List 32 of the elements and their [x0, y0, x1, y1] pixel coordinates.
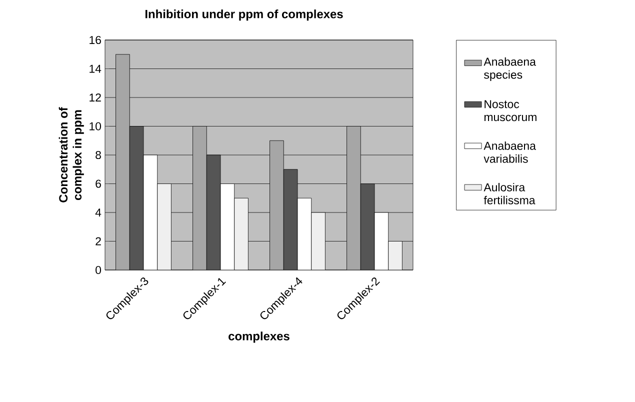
bar: [270, 140, 284, 270]
bar: [311, 212, 326, 270]
y-tick-label: 14: [90, 64, 102, 73]
bar: [116, 54, 130, 270]
bar: [192, 126, 207, 270]
legend-label: Nostoc muscorum: [484, 100, 536, 122]
bar: [220, 184, 235, 270]
bar: [297, 198, 312, 270]
legend-label: Anabaena species: [484, 57, 536, 82]
bar: [374, 212, 389, 270]
legend-label: Anabaena variabilis: [484, 141, 536, 163]
y-tick-label: 6: [96, 180, 101, 188]
y-tick-label: 2: [96, 237, 101, 246]
bar: [157, 184, 172, 270]
bar: [360, 184, 375, 270]
bar: [283, 169, 298, 270]
x-axis-title: complexes: [228, 332, 290, 343]
y-tick-label: 10: [90, 122, 102, 130]
bar: [346, 126, 361, 270]
y-tick-label: 0: [96, 266, 102, 274]
y-tick-label: 12: [90, 93, 101, 102]
legend-label: Aulosira fertilissma: [484, 182, 536, 204]
y-tick-label: 16: [90, 36, 101, 44]
y-axis-title: Concentration of complex in ppm: [58, 107, 84, 202]
y-tick-label: 4: [95, 208, 102, 216]
bar: [129, 126, 144, 270]
bar: [388, 241, 402, 270]
bar: [143, 154, 158, 270]
bar: [206, 154, 221, 270]
y-tick-label: 8: [96, 150, 101, 160]
chart-title: Inhibition under ppm of complexes: [146, 10, 343, 21]
bar: [234, 198, 248, 270]
